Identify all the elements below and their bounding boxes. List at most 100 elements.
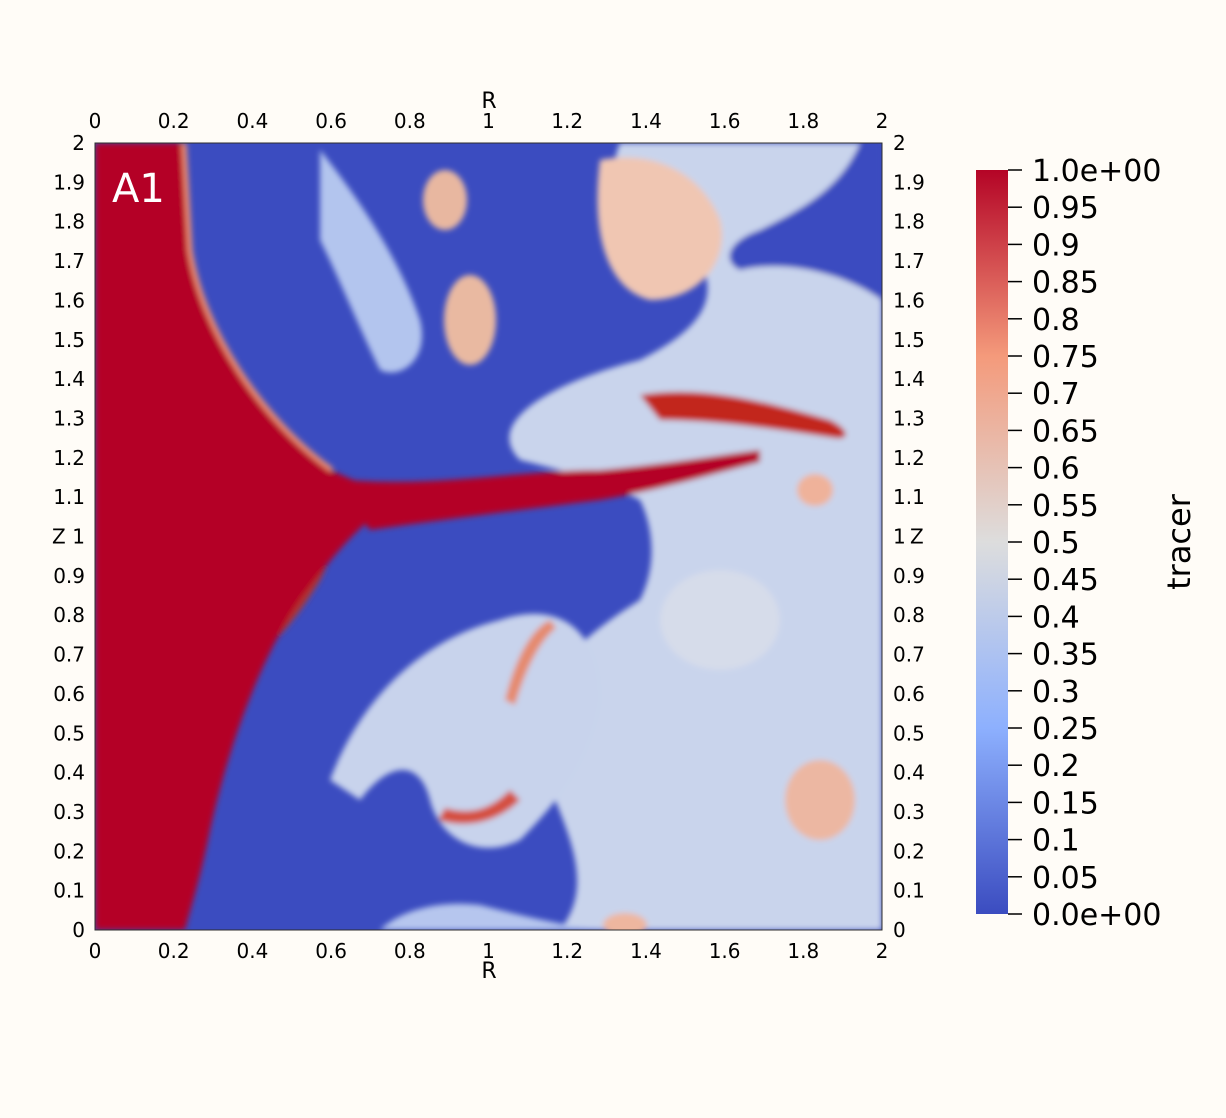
y-tick-label-right: 2 <box>893 131 906 155</box>
y-tick-label-left: 1.6 <box>53 288 85 312</box>
x-axis-title-bottom: R <box>481 959 496 984</box>
mixed-turbulent-region <box>509 143 882 930</box>
panel-label: A1 <box>112 166 165 212</box>
central-jet <box>330 450 760 530</box>
colorbar-tick-label: 0.75 <box>1032 340 1099 375</box>
y-tick-label-right: 1.5 <box>893 328 925 352</box>
y-tick-label-left: 1.9 <box>53 170 85 194</box>
right-small-vortex <box>797 474 833 506</box>
colorbar <box>976 170 1008 914</box>
bottom-mixing-band <box>380 903 600 930</box>
y-tick-label-left: 0 <box>72 918 85 942</box>
y-tick-label-left: 1.7 <box>53 249 85 273</box>
y-tick-label-left: 1.4 <box>53 367 85 391</box>
y-tick-label-left: 1.5 <box>53 328 85 352</box>
colorbar-tick-label: 0.3 <box>1032 675 1080 710</box>
colorbar-tick-label: 0.25 <box>1032 712 1099 747</box>
x-tick-label-top: 0.8 <box>394 109 426 133</box>
x-tick-label-top: 0.4 <box>236 109 268 133</box>
y-tick-label-left: 1.8 <box>53 210 85 234</box>
colorbar-tick-label: 0.65 <box>1032 414 1099 449</box>
y-tick-label-right: 1.6 <box>893 288 925 312</box>
colorbar-tick-label: 0.45 <box>1032 563 1099 598</box>
y-tick-label-left: 0.6 <box>53 682 85 706</box>
mid-right-vortex <box>660 570 780 670</box>
colorbar-tick-label: 0.05 <box>1032 861 1099 896</box>
upper-mixing-plume <box>320 150 422 373</box>
top-warm-blob <box>423 170 467 230</box>
y-tick-label-right: 0.1 <box>893 879 925 903</box>
upper-blue-pocket-right <box>729 143 882 300</box>
tracer-column-edge <box>181 143 334 473</box>
colorbar-tick-label: 0.7 <box>1032 377 1080 412</box>
y-tick-label-right: 1.7 <box>893 249 925 273</box>
y-tick-label-left: 0.3 <box>53 800 85 824</box>
x-tick-label-top: 1.6 <box>709 109 741 133</box>
x-tick-label-bottom: 0 <box>89 939 102 963</box>
y-tick-label-right: 1.1 <box>893 485 925 509</box>
colorbar-title: tracer <box>1160 493 1198 590</box>
upper-right-warm-swirl <box>597 157 722 300</box>
y-tick-label-right: 0.8 <box>893 603 925 627</box>
y-axis-ticks-left: 0 0.1 0.2 0.3 0.4 0.5 0.6 0.7 0.8 0.9 Z 1 1.1 1.2 1.3 1… <box>52 131 85 942</box>
y-tick-label-left: 1.1 <box>53 485 85 509</box>
y-tick-label-left: 0.5 <box>53 721 85 745</box>
colorbar-tick-label: 0.4 <box>1032 600 1080 635</box>
x-tick-label-bottom: 1.6 <box>709 939 741 963</box>
y-tick-label-right: 0.5 <box>893 721 925 745</box>
colorbar-tick-label: 0.9 <box>1032 228 1080 263</box>
x-tick-label-bottom: 1.8 <box>787 939 819 963</box>
y-tick-label-right: 1.4 <box>893 367 925 391</box>
y-tick-label-left: 0.8 <box>53 603 85 627</box>
x-tick-label-bottom: 0.8 <box>394 939 426 963</box>
colorbar-tick-label: 0.2 <box>1032 749 1080 784</box>
bottom-warm-spot <box>603 913 647 930</box>
y-tick-label-right: 0.3 <box>893 800 925 824</box>
colorbar-tick-label: 0.95 <box>1032 191 1099 226</box>
y-tick-label-right: 0.4 <box>893 761 925 785</box>
x-axis-ticks-top: 0 0.2 0.4 0.6 0.8 1 1.2 1.4 1.6 1.8 2 <box>89 109 889 133</box>
y-tick-label-left: 0.2 <box>53 839 85 863</box>
x-tick-label-top: 1.4 <box>630 109 662 133</box>
upper-jet-filament <box>640 391 846 439</box>
y-tick-label-right: 0.6 <box>893 682 925 706</box>
y-tick-label-left: 1.2 <box>53 446 85 470</box>
x-tick-label-top: 1 <box>482 109 495 133</box>
y-tick-label-right: 1.9 <box>893 170 925 194</box>
colorbar-tick-label: 0.1 <box>1032 824 1080 859</box>
y-tick-label-left: 1.3 <box>53 406 85 430</box>
y-axis-title-right: Z <box>910 525 924 549</box>
x-tick-label-bottom: 0.2 <box>158 939 190 963</box>
x-tick-label-top: 0.2 <box>158 109 190 133</box>
colorbar-tick-label: 0.6 <box>1032 452 1080 487</box>
lower-warm-filament <box>438 790 520 824</box>
plot-frame <box>94 142 883 931</box>
y-tick-label-right: 1.3 <box>893 406 925 430</box>
colorbar-tick-label: 0.5 <box>1032 526 1080 561</box>
y-tick-label-right: 0.7 <box>893 643 925 667</box>
colorbar-tick-label: 1.0e+00 <box>1032 154 1161 189</box>
x-tick-label-top: 2 <box>876 109 889 133</box>
x-axis-ticks-bottom: 0 0.2 0.4 0.6 0.8 1 1.2 1.4 1.6 1.8 2 <box>89 939 889 963</box>
colorbar-tick-label: 0.35 <box>1032 638 1099 673</box>
y-tick-label-left: 2 <box>72 131 85 155</box>
lower-right-vortex <box>785 760 855 840</box>
x-tick-label-top: 1.2 <box>551 109 583 133</box>
lower-mixing-swirl <box>330 613 600 848</box>
colorbar-tick-label: 0.55 <box>1032 489 1099 524</box>
y-tick-label-right: 0.2 <box>893 839 925 863</box>
x-tick-label-top: 1.8 <box>787 109 819 133</box>
colorbar-tick-label: 0.85 <box>1032 266 1099 301</box>
y-axis-title-left: Z <box>52 525 66 549</box>
colorbar-tick-label: 0.15 <box>1032 786 1099 821</box>
heatmap-plot-area: A1 <box>95 143 882 930</box>
x-axis-title-top: R <box>481 89 496 114</box>
tracer-column <box>95 143 400 930</box>
colorbar-tick-label: 0.0e+00 <box>1032 898 1161 933</box>
y-tick-label-right: 1.2 <box>893 446 925 470</box>
x-tick-label-top: 0.6 <box>315 109 347 133</box>
y-tick-label-left: 0.1 <box>53 879 85 903</box>
x-tick-label-top: 0 <box>89 109 102 133</box>
